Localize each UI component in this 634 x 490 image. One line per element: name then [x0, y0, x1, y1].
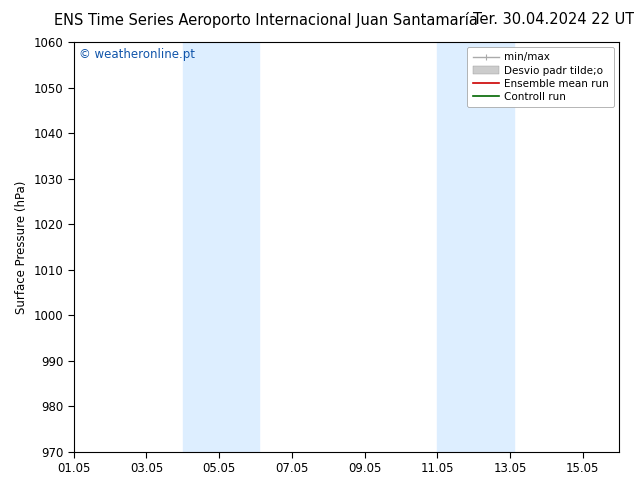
Text: © weatheronline.pt: © weatheronline.pt [79, 48, 195, 61]
Text: Ter. 30.04.2024 22 UTC: Ter. 30.04.2024 22 UTC [472, 12, 634, 27]
Y-axis label: Surface Pressure (hPa): Surface Pressure (hPa) [15, 180, 28, 314]
Text: ENS Time Series Aeroporto Internacional Juan Santamaría: ENS Time Series Aeroporto Internacional … [55, 12, 478, 28]
Bar [183, 42, 259, 452]
Legend: min/max, Desvio padr tilde;o, Ensemble mean run, Controll run: min/max, Desvio padr tilde;o, Ensemble m… [467, 47, 614, 107]
Bar [437, 42, 514, 452]
